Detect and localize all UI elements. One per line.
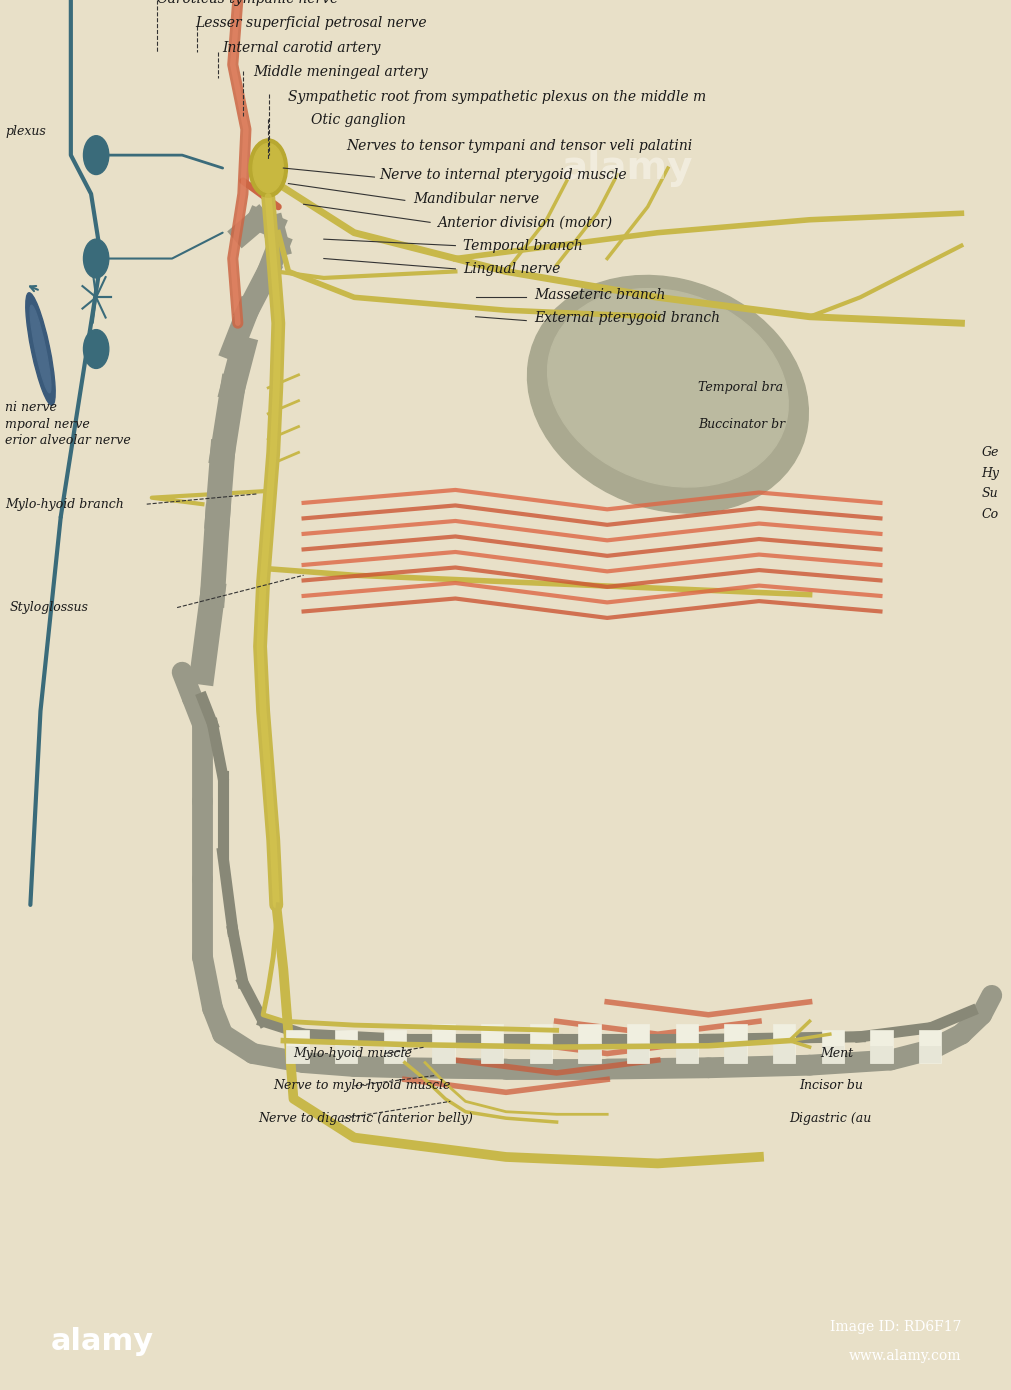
Text: Middle meningeal artery: Middle meningeal artery bbox=[253, 65, 428, 79]
Bar bbox=[577, 1024, 600, 1062]
Text: Caroticus tympanic nerve: Caroticus tympanic nerve bbox=[157, 0, 338, 6]
Text: alamy: alamy bbox=[51, 1327, 154, 1355]
Text: Nerve to mylo-hyoid muscle: Nerve to mylo-hyoid muscle bbox=[273, 1080, 450, 1093]
Ellipse shape bbox=[83, 136, 109, 175]
Bar bbox=[529, 1024, 551, 1062]
Text: Sympathetic root from sympathetic plexus on the middle m: Sympathetic root from sympathetic plexus… bbox=[288, 90, 706, 104]
Bar bbox=[675, 1044, 698, 1062]
Text: Lesser superficial petrosal nerve: Lesser superficial petrosal nerve bbox=[195, 17, 427, 31]
Text: Co: Co bbox=[981, 507, 998, 521]
Bar bbox=[772, 1024, 795, 1062]
Text: Mylo-hyoid muscle: Mylo-hyoid muscle bbox=[293, 1047, 411, 1061]
Text: Styloglossus: Styloglossus bbox=[10, 600, 89, 614]
Bar bbox=[918, 1047, 940, 1062]
Bar bbox=[821, 1047, 843, 1062]
Text: ni nerve: ni nerve bbox=[5, 400, 57, 414]
Text: Mylo-hyoid branch: Mylo-hyoid branch bbox=[5, 498, 123, 510]
Bar bbox=[869, 1047, 892, 1062]
Text: Buccinator br: Buccinator br bbox=[698, 417, 785, 431]
Text: erior alveolar nerve: erior alveolar nerve bbox=[5, 434, 130, 448]
Text: plexus: plexus bbox=[5, 125, 45, 139]
Bar bbox=[383, 1047, 405, 1062]
Text: Nerves to tensor tympani and tensor veli palatini: Nerves to tensor tympani and tensor veli… bbox=[346, 139, 692, 153]
Text: Incisor bu: Incisor bu bbox=[799, 1080, 862, 1093]
Text: Su: Su bbox=[981, 488, 997, 500]
Text: Image ID: RD6F17: Image ID: RD6F17 bbox=[829, 1319, 960, 1334]
Bar bbox=[869, 1030, 892, 1062]
Bar bbox=[335, 1047, 357, 1062]
Text: Temporal branch: Temporal branch bbox=[463, 239, 582, 253]
Text: Lingual nerve: Lingual nerve bbox=[463, 261, 560, 275]
Ellipse shape bbox=[25, 293, 56, 406]
Text: Internal carotid artery: Internal carotid artery bbox=[222, 40, 381, 54]
Bar bbox=[286, 1030, 308, 1062]
Bar bbox=[627, 1044, 649, 1062]
Text: Ment: Ment bbox=[819, 1047, 852, 1061]
Ellipse shape bbox=[527, 275, 808, 513]
Bar bbox=[480, 1024, 502, 1062]
Ellipse shape bbox=[253, 143, 283, 193]
Text: Anterior division (motor): Anterior division (motor) bbox=[437, 215, 612, 229]
Text: Hy: Hy bbox=[981, 467, 999, 480]
Bar bbox=[432, 1044, 454, 1062]
Bar bbox=[286, 1047, 308, 1062]
Bar bbox=[627, 1024, 649, 1062]
Bar bbox=[480, 1044, 502, 1062]
Bar bbox=[772, 1044, 795, 1062]
Ellipse shape bbox=[83, 239, 109, 278]
Bar bbox=[577, 1044, 600, 1062]
Ellipse shape bbox=[249, 139, 287, 197]
Text: Nerve to digastric (anterior belly): Nerve to digastric (anterior belly) bbox=[258, 1112, 472, 1125]
Bar bbox=[383, 1030, 405, 1062]
Ellipse shape bbox=[547, 289, 788, 486]
Text: External pterygoid branch: External pterygoid branch bbox=[534, 311, 720, 325]
Bar bbox=[335, 1030, 357, 1062]
Ellipse shape bbox=[83, 329, 109, 368]
Text: mporal nerve: mporal nerve bbox=[5, 417, 90, 431]
Bar bbox=[529, 1044, 551, 1062]
Bar bbox=[724, 1044, 746, 1062]
Text: Mandibular nerve: Mandibular nerve bbox=[412, 192, 539, 206]
Text: alamy: alamy bbox=[561, 149, 693, 188]
Bar bbox=[675, 1024, 698, 1062]
Bar bbox=[724, 1024, 746, 1062]
Bar bbox=[821, 1030, 843, 1062]
Text: Digastric (au: Digastric (au bbox=[789, 1112, 870, 1125]
Text: Masseteric branch: Masseteric branch bbox=[534, 288, 665, 302]
Bar bbox=[432, 1024, 454, 1062]
Bar bbox=[918, 1030, 940, 1062]
Text: Temporal bra: Temporal bra bbox=[698, 381, 783, 395]
Text: Ge: Ge bbox=[981, 446, 998, 459]
Ellipse shape bbox=[30, 306, 51, 393]
Text: Otic ganglion: Otic ganglion bbox=[310, 113, 405, 128]
Text: www.alamy.com: www.alamy.com bbox=[848, 1348, 960, 1364]
Text: Nerve to internal pterygoid muscle: Nerve to internal pterygoid muscle bbox=[379, 168, 627, 182]
